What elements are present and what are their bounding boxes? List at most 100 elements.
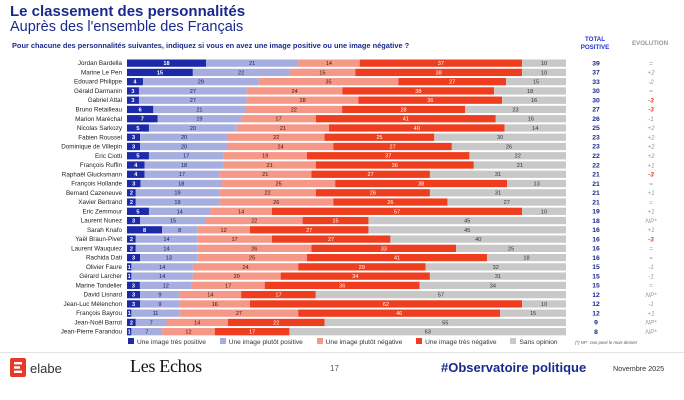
data-label: 36 (339, 283, 345, 289)
row-label: Yaël Braun-Pivet (75, 236, 122, 243)
data-label: 63 (425, 330, 431, 336)
data-label: 34 (490, 283, 496, 289)
bar-segment-plutot-negative (197, 244, 312, 252)
total-positive-value: 22 (592, 162, 600, 169)
data-label: 57 (438, 293, 444, 299)
row-label: Edouard Philippe (74, 79, 122, 86)
evolution-value: +1 (647, 190, 654, 197)
bar-segment-plutot-negative (219, 189, 316, 197)
data-label: 21 (262, 172, 268, 178)
bar-segment-sans-opinion (419, 281, 566, 290)
evolution-value: -3 (648, 107, 654, 114)
bar-segment-plutot-positive (135, 244, 198, 252)
data-label: 27 (236, 311, 242, 317)
data-label: 3 (132, 283, 135, 289)
data-label: 38 (436, 70, 442, 76)
row-label: Gérard Larcher (79, 273, 122, 280)
bar-segment-plutot-negative (179, 300, 250, 308)
data-label: 4 (133, 80, 137, 86)
bar-row: Edouard Philippe 4 29 35 27 15 33 -2 (74, 78, 654, 86)
bar-segment-plutot-positive (140, 253, 198, 262)
bar-segment-plutot-positive (135, 318, 167, 327)
bar-segment-tres-positive (127, 281, 140, 290)
bar-segment-plutot-negative (210, 207, 272, 215)
data-label: 32 (493, 265, 499, 271)
data-label: 21 (249, 61, 255, 67)
evolution-value: -1 (648, 273, 654, 280)
data-label: 17 (275, 117, 281, 123)
bar-segment-tres-positive (127, 244, 136, 252)
data-label: 25 (249, 256, 255, 262)
row-label: Marion Maréchal (75, 116, 122, 123)
evolution-value: +1 (647, 227, 654, 234)
bar-segment-tres-positive (127, 318, 136, 327)
total-positive-value: 26 (592, 116, 600, 123)
data-label: 17 (179, 172, 185, 178)
bar-segment-plutot-positive (144, 170, 220, 178)
legend-label: Une image très négative (425, 339, 497, 346)
page-number: 17 (330, 364, 339, 373)
total-positive-value: 18 (592, 218, 600, 225)
bar-segment-sans-opinion (504, 124, 566, 132)
bar-segment-tres-negative (315, 161, 474, 169)
bar-segment-plutot-positive (148, 207, 211, 215)
bar-segment-sans-opinion (429, 189, 566, 197)
row-label: Fabien Roussel (78, 134, 122, 141)
total-positive-value: 15 (592, 283, 600, 290)
data-label: 17 (275, 293, 281, 299)
data-label: 4 (134, 172, 138, 178)
bar-segment-plutot-negative (227, 142, 334, 151)
total-positive-value: 21 (592, 181, 600, 188)
data-label: 3 (132, 293, 135, 299)
legend-swatch (416, 338, 423, 344)
total-positive-value: 16 (592, 246, 600, 253)
bar-row: François Hollande 3 18 25 38 13 21 = (71, 179, 653, 188)
data-label: 62 (383, 302, 389, 308)
evolution-value: NP* (645, 292, 657, 299)
data-label: 28 (400, 107, 406, 113)
data-label: 3 (132, 256, 135, 262)
bar-row: Jean-Luc Mélenchon 3 9 16 62 10 12 -1 (64, 300, 654, 308)
bar-segment-sans-opinion (368, 216, 566, 225)
total-positive-value: 21 (592, 199, 600, 206)
page-title: Le classement des personnalités (10, 3, 246, 20)
bar-segment-sans-opinion (486, 253, 566, 262)
bar-segment-plutot-negative (236, 124, 329, 132)
data-label: 12 (220, 228, 226, 234)
bar-segment-sans-opinion (500, 309, 566, 317)
data-label: 22 (291, 107, 297, 113)
bar-segment-plutot-negative (289, 68, 356, 77)
data-label: 1 (128, 265, 131, 271)
bar-segment-plutot-negative (245, 105, 343, 114)
evolution-value: +2 (647, 70, 655, 77)
bar-segment-tres-positive (127, 300, 141, 308)
data-label: 19 (196, 117, 202, 123)
row-label: Marine Le Pen (81, 69, 122, 76)
evolution-value: = (649, 199, 653, 206)
total-positive-value: 22 (592, 153, 600, 160)
row-label: Olivier Faure (86, 264, 123, 271)
evolution-value: = (649, 181, 653, 188)
legend-item-plutot-positive: Une image plutôt positive (219, 338, 303, 346)
evolution-value: +2 (647, 144, 655, 151)
total-positive-header: TOTAL POSITIVE (580, 36, 610, 51)
row-label: Laurent Nunez (81, 218, 122, 225)
data-label: 26 (370, 191, 376, 197)
row-label: Jean-Luc Mélenchon (64, 301, 123, 308)
bar-segment-tres-negative (311, 170, 430, 178)
data-label: 22 (238, 70, 244, 76)
evolution-value: +2 (647, 134, 655, 141)
data-label: 19 (174, 191, 180, 197)
legend-item-sans-opinion: Sans opinion (510, 338, 558, 346)
evolution-value: +2 (647, 153, 655, 160)
data-label: 27 (504, 200, 510, 206)
data-label: 41 (403, 117, 409, 123)
bar-segment-plutot-positive (162, 226, 198, 234)
bar-segment-sans-opinion (465, 105, 566, 114)
row-label: Gabriel Attal (88, 97, 122, 104)
data-label: 7 (150, 320, 153, 326)
evolution-value: = (649, 60, 653, 67)
data-label: 34 (352, 274, 358, 280)
bar-row: Marine Le Pen 15 22 15 38 10 37 +2 (81, 68, 655, 77)
bar-segment-plutot-negative (162, 328, 215, 336)
